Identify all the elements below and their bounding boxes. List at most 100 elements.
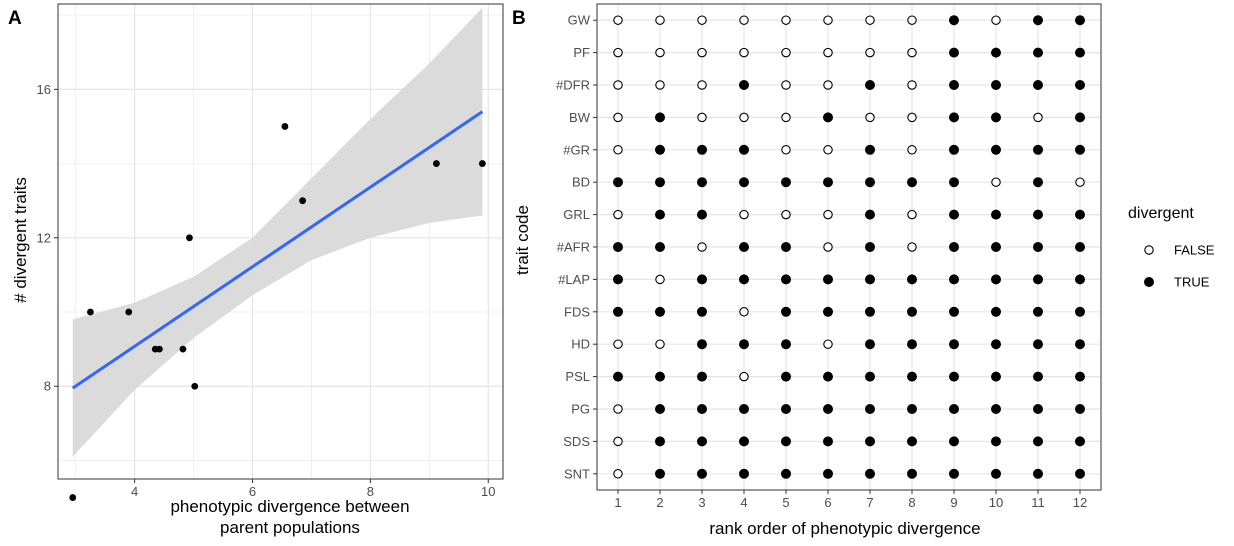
dot-true [781,436,792,447]
dot-true [865,80,876,91]
dot-true [949,339,960,350]
dot-true [865,274,876,285]
panel-a-fit-line [71,110,484,390]
dot-true [1033,403,1044,414]
dot-true [865,468,876,479]
dot-true [991,371,1002,382]
dot-false [907,209,917,220]
dot-true [949,468,960,479]
y-tick-label: SDS [563,434,590,449]
data-point [87,308,94,316]
dot-true [907,436,918,447]
x-tick-label: 8 [908,495,915,510]
dot-true [865,371,876,382]
data-point [125,308,133,316]
y-tick-label: BD [572,175,590,190]
dot-true [655,436,666,447]
dot-true [949,403,960,414]
dot-false [613,47,623,58]
dot-true [1033,241,1044,252]
y-tick-label: BW [569,110,591,125]
dot-true [1075,468,1086,479]
dot-true [865,403,876,414]
regression-line [71,110,484,390]
dot-true [865,306,876,317]
dot-true [823,436,834,447]
dot-true [655,112,666,123]
dot-false [613,469,623,479]
y-tick-label: 12 [37,230,51,245]
dot-true [1075,274,1086,285]
dot-true [1075,436,1086,447]
legend-label: FALSE [1174,243,1215,258]
dot-true [865,241,876,252]
dot-false [613,80,623,90]
panel-label-a: A [8,8,22,29]
dot-false [823,80,833,90]
dot-true [697,209,708,220]
y-tick-label: 8 [44,379,51,394]
dot-false [907,47,917,58]
x-tick-label: 10 [989,495,1003,510]
data-point [69,494,77,501]
dot-false [907,145,917,155]
dot-true [697,144,708,155]
x-tick-label: 2 [656,495,663,510]
legend: divergent FALSE TRUE [1128,205,1215,290]
dot-true [655,306,666,317]
panel-a-border [57,3,504,480]
dot-true [739,241,750,252]
y-tick-label: #GR [563,142,590,157]
dot-false [865,15,875,25]
dot-true [781,371,792,382]
dot-true [949,209,960,220]
legend-entries: FALSE TRUE [1144,243,1215,290]
dot-true [907,468,918,479]
x-tick-label: 6 [824,495,831,510]
dot-false [739,371,749,382]
panel-a: 4 6 8 10 8 12 16 phenotypic divergence betwee… [11,3,504,537]
dot-true [949,371,960,382]
dot-true [697,436,708,447]
legend-key-true [1144,276,1155,287]
dot-true [697,274,708,285]
dot-true [949,47,960,58]
dot-true [1033,144,1044,155]
dot-true [613,274,624,285]
dot-false [823,242,833,252]
dot-true [907,177,918,188]
dot-false [739,47,749,58]
panel-b-x-ticks: 1 2 3 4 5 6 7 8 9 10 11 12 [614,490,1087,510]
y-tick-label: #DFR [556,78,590,93]
dot-true [949,80,960,91]
dot-true [697,371,708,382]
x-tick-label: 5 [782,495,789,510]
data-point [299,197,307,205]
dot-true [1033,80,1044,91]
x-tick-label: 11 [1031,495,1045,510]
dot-true [991,112,1002,123]
dot-true [1033,209,1044,220]
dot-false [1075,177,1085,187]
dot-true [949,241,960,252]
dot-true [991,274,1002,285]
ci-band-area [72,7,483,457]
dot-true [1075,371,1086,382]
panel-label-b: B [512,8,526,29]
x-tick-label: 4 [740,495,747,510]
dot-true [1033,468,1044,479]
y-tick-label: PF [573,45,590,60]
dot-true [991,47,1002,58]
dot-true [991,209,1002,220]
x-tick-label: 7 [866,495,873,510]
y-tick-label: GW [568,13,591,28]
y-tick-label: 16 [37,82,51,97]
dot-true [655,177,666,188]
dot-true [613,177,624,188]
dot-true [613,371,624,382]
x-tick-label: 6 [249,484,256,499]
dot-true [739,80,750,91]
y-tick-label: #AFR [557,240,590,255]
